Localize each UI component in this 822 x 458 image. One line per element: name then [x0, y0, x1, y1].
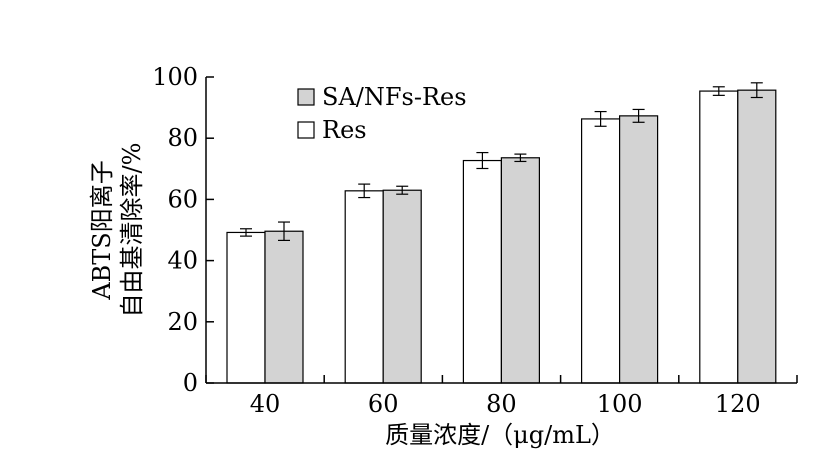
axes-group	[205, 77, 797, 384]
error-bar-res-120	[712, 86, 725, 96]
x-tick-label-100: 100	[597, 390, 643, 418]
legend-label-res: Res	[322, 116, 367, 144]
y-tick-label-20: 20	[167, 308, 198, 336]
error-bar-sa-nfs-res-60	[396, 185, 409, 195]
bar-sa-nfs-res-60	[382, 189, 422, 384]
bar-res-60	[344, 190, 384, 384]
bar-sa-nfs-res-100	[618, 115, 659, 384]
bar-sa-nfs-res-40	[264, 230, 304, 384]
error-bar-res-100	[594, 110, 607, 127]
y-tick-label-0: 0	[183, 369, 198, 397]
error-bars-group	[240, 82, 763, 242]
x-tick-label-60: 60	[368, 390, 399, 418]
bar-res-120	[699, 90, 739, 384]
bar-res-40	[226, 231, 266, 384]
y-axis-title-line1: ABTS阳离子	[88, 160, 116, 300]
y-tick-label-80: 80	[167, 124, 198, 152]
error-bar-res-80	[476, 151, 489, 170]
y-axis-title-line2: 自由基清除率/%	[118, 143, 146, 318]
ticks-group: 0 20 40 60 80 100 40 60 80 100 120	[152, 63, 798, 418]
legend-label-sa-nfs-res: SA/NFs-Res	[322, 83, 467, 111]
x-tick-label-80: 80	[486, 390, 517, 418]
bar-res-80	[462, 159, 502, 384]
error-bar-sa-nfs-res-40	[278, 221, 290, 242]
error-bar-sa-nfs-res-120	[750, 82, 763, 99]
y-tick-label-100: 100	[152, 63, 198, 91]
error-bar-res-60	[358, 183, 371, 199]
y-tick-label-40: 40	[167, 247, 198, 275]
x-tick-label-120: 120	[715, 390, 761, 418]
y-tick-label-60: 60	[167, 185, 198, 213]
error-bar-sa-nfs-res-100	[632, 108, 645, 123]
bars-group	[226, 89, 777, 384]
bar-res-100	[580, 118, 621, 384]
error-bar-sa-nfs-res-80	[514, 153, 527, 163]
legend-swatch-sa-nfs-res	[297, 88, 315, 106]
error-bar-res-40	[240, 228, 252, 237]
x-tick-label-40: 40	[250, 390, 281, 418]
bar-sa-nfs-res-120	[737, 89, 777, 384]
bar-sa-nfs-res-80	[500, 157, 540, 384]
x-axis-title: 质量浓度/（μg/mL）	[385, 421, 615, 449]
legend: SA/NFs-Res Res	[297, 83, 467, 144]
legend-swatch-res	[297, 121, 315, 139]
